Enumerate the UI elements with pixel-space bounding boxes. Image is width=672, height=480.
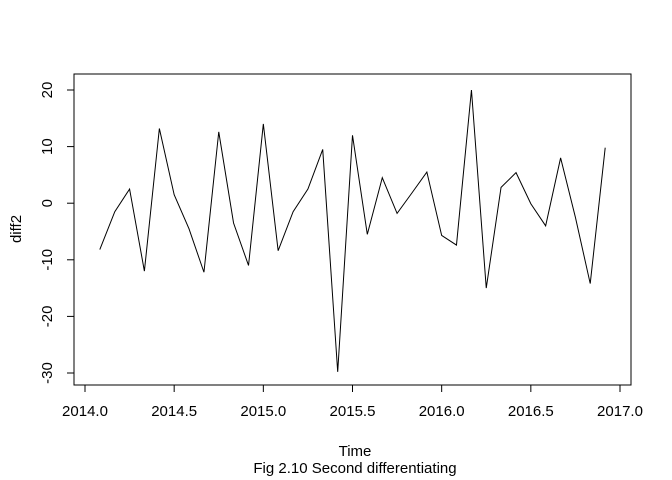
x-axis: 2014.0 2014.5 2015.0 2015.5 2016.0 2016.5 2017… [62, 384, 643, 420]
x-axis-label: Time [339, 443, 372, 460]
y-axis-label: diff2 [8, 215, 25, 243]
x-tick-label: 2016.0 [419, 403, 465, 420]
x-tick-label: 2015.0 [240, 403, 286, 420]
y-tick-label: -10 [39, 249, 56, 271]
y-tick-label: -30 [39, 362, 56, 384]
x-tick-label: 2014.5 [151, 403, 197, 420]
figure-caption: Fig 2.10 Second differentiating [253, 460, 456, 477]
series-line [99, 89, 606, 372]
plot-box [73, 73, 632, 386]
series-group [99, 89, 606, 372]
y-tick-label: 20 [39, 82, 56, 99]
y-tick-label: 10 [39, 138, 56, 155]
y-axis: -30 -20 -10 0 10 20 [39, 82, 75, 384]
x-tick-label: 2016.5 [508, 403, 554, 420]
y-tick-label: -20 [39, 306, 56, 328]
y-tick-label: 0 [39, 199, 56, 207]
x-tick-label: 2014.0 [62, 403, 108, 420]
x-tick-label: 2015.5 [330, 403, 376, 420]
x-tick-label: 2017.0 [597, 403, 643, 420]
